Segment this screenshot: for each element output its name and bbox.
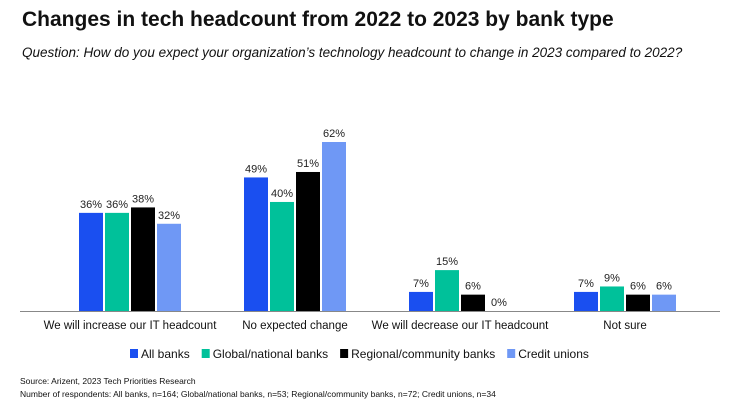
data-label: 36%	[106, 199, 128, 211]
data-label: 7%	[413, 278, 429, 290]
bar	[322, 142, 346, 311]
legend-label: Credit unions	[518, 347, 589, 361]
bar	[652, 294, 676, 311]
data-label: 6%	[465, 281, 481, 293]
bar	[105, 212, 129, 311]
bar	[270, 201, 294, 311]
legend-swatch	[201, 349, 210, 358]
data-label: 36%	[80, 199, 102, 211]
data-label: 38%	[132, 193, 154, 205]
data-label: 9%	[604, 272, 620, 284]
category-label: Not sure	[603, 320, 646, 332]
bar	[131, 207, 155, 311]
bar	[244, 177, 268, 311]
legend-label: Global/national banks	[213, 347, 328, 361]
data-label: 6%	[630, 281, 646, 293]
chart-title: Changes in tech headcount from 2022 to 2…	[22, 8, 614, 31]
data-label: 51%	[297, 158, 319, 170]
data-label: 0%	[491, 297, 507, 309]
bar	[409, 291, 433, 311]
bar	[296, 171, 320, 311]
respondents-note: Number of respondents: All banks, n=164;…	[20, 389, 496, 399]
legend-label: Regional/community banks	[351, 347, 495, 361]
legend-label: All banks	[141, 347, 190, 361]
chart-subtitle: Question: How do you expect your organiz…	[22, 45, 683, 60]
data-label: 49%	[245, 163, 267, 175]
legend-swatch	[130, 349, 138, 358]
data-label: 15%	[436, 256, 458, 268]
category-label: No expected change	[242, 320, 348, 332]
bar	[626, 294, 650, 311]
bar	[157, 223, 181, 311]
data-label: 62%	[323, 128, 345, 140]
legend-swatch	[507, 349, 516, 358]
bar	[79, 212, 103, 311]
data-label: 40%	[271, 188, 293, 200]
legend-swatch	[340, 349, 349, 358]
bar	[574, 291, 598, 311]
category-label: We will decrease our IT headcount	[372, 320, 549, 332]
source-note: Source: Arizent, 2023 Tech Priorities Re…	[20, 376, 196, 386]
data-label: 32%	[158, 210, 180, 222]
bar	[435, 270, 459, 311]
bar	[600, 286, 624, 311]
data-label: 7%	[578, 278, 594, 290]
bar	[461, 294, 485, 311]
category-label: We will increase our IT headcount	[44, 320, 218, 332]
data-label: 6%	[656, 281, 672, 293]
